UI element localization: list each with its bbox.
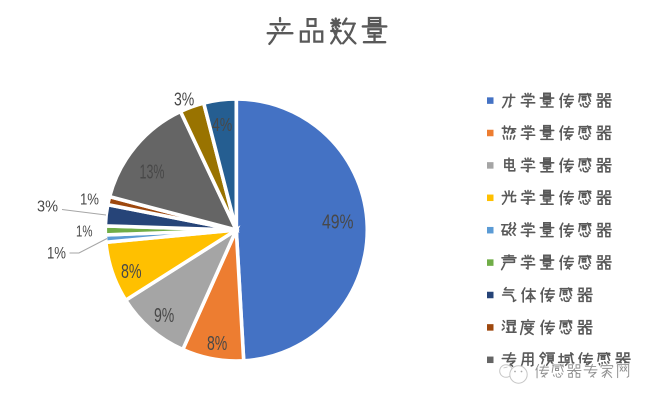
svg-text:8%: 8% [207, 333, 227, 355]
svg-text:1%: 1% [76, 223, 93, 240]
svg-text:1%: 1% [80, 191, 99, 208]
svg-text:1%: 1% [47, 244, 66, 262]
svg-text:4%: 4% [212, 114, 232, 135]
svg-text:9%: 9% [154, 305, 174, 327]
svg-text:49%: 49% [322, 212, 354, 234]
svg-text:8%: 8% [121, 261, 142, 283]
svg-text:3%: 3% [174, 89, 194, 109]
svg-text:13%: 13% [140, 162, 165, 184]
svg-text:3%: 3% [37, 198, 58, 215]
